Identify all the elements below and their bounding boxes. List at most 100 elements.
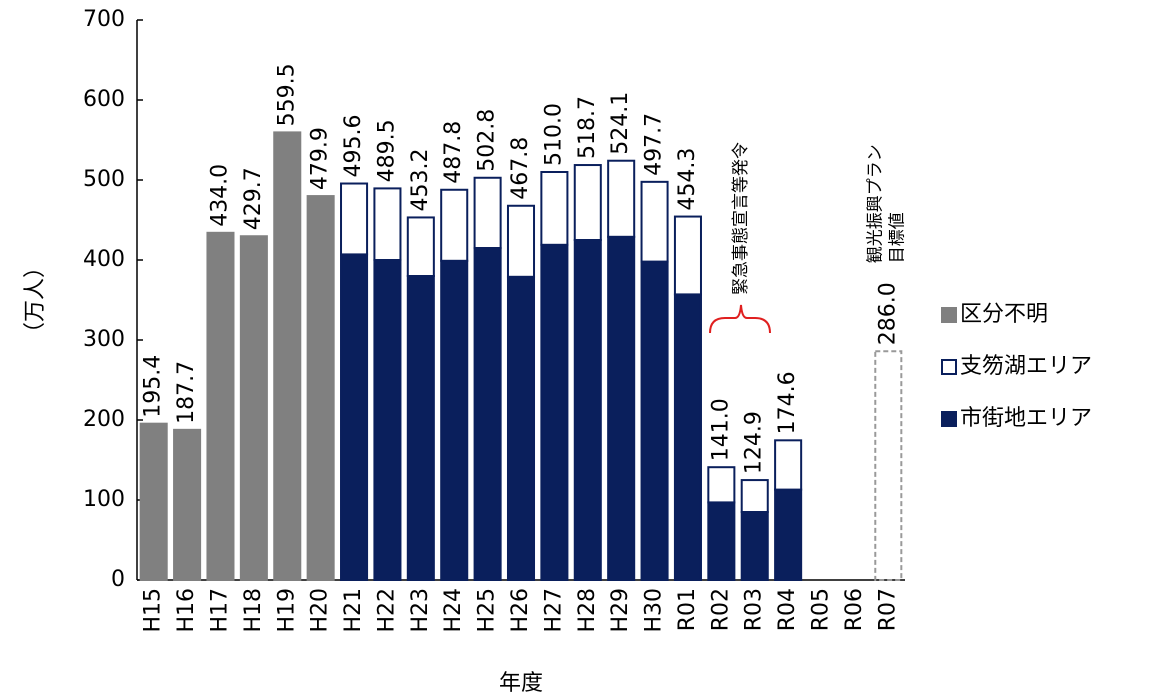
total-label: 467.8 [508, 137, 533, 200]
bar-segment [139, 422, 168, 581]
x-tick-label: H15 [141, 588, 166, 633]
x-tick-label: R06 [842, 588, 867, 631]
bar-segment [607, 159, 636, 238]
bar-segment [774, 488, 803, 582]
y-tick-label: 500 [83, 167, 125, 192]
bar-segment [273, 131, 302, 581]
bar-segment [173, 428, 202, 581]
legend-label: 区分不明 [960, 302, 1048, 327]
x-tick-label: H24 [441, 588, 466, 633]
bar-segment [774, 439, 803, 491]
annotation: 緊急事態宣言等発令 [731, 142, 751, 295]
x-tick-label: H29 [608, 588, 633, 633]
legend-marker [941, 411, 957, 427]
y-tick-label: 0 [111, 567, 125, 592]
total-label: 487.8 [441, 121, 466, 184]
x-tick-label: R05 [809, 588, 834, 631]
bar-segment [707, 466, 736, 504]
total-label: 559.5 [274, 63, 299, 126]
bar-segment [440, 188, 469, 262]
bar-segment [406, 216, 435, 278]
bar-segment [506, 204, 536, 278]
bar-segment [540, 243, 569, 582]
x-tick-label: H21 [341, 588, 366, 633]
total-label: 489.5 [374, 119, 399, 182]
x-tick-label: R04 [775, 588, 800, 631]
y-tick-label: 700 [83, 7, 125, 32]
bar-segment [540, 171, 569, 246]
bar-segment [473, 176, 502, 249]
bar-segment [673, 293, 702, 581]
total-label: 141.0 [708, 398, 733, 461]
x-tick-label: H17 [207, 588, 232, 633]
x-tick-label: H28 [575, 588, 600, 633]
x-tick-label: H20 [308, 588, 333, 633]
total-label: 124.9 [742, 411, 767, 474]
brace [709, 304, 771, 334]
bar-segment [607, 235, 636, 582]
bar-segment [640, 180, 669, 263]
bar-segment [340, 182, 369, 256]
y-axis-label: （万人） [23, 256, 48, 344]
x-tick-label: R07 [875, 588, 900, 631]
bar-segment [373, 187, 402, 261]
x-tick-label: H16 [174, 588, 199, 633]
y-tick-label: 100 [83, 487, 125, 512]
bar-segment [373, 259, 402, 581]
total-label: 524.1 [608, 92, 633, 155]
x-tick-label: H22 [374, 588, 399, 633]
total-label: 434.0 [207, 164, 232, 227]
total-label: 453.2 [408, 148, 433, 211]
target-label: 目標値 [887, 212, 907, 263]
bar-segment [740, 479, 769, 513]
legend-label: 市街地エリア [960, 406, 1092, 431]
x-tick-label: H19 [274, 588, 299, 633]
bar-segment [206, 231, 235, 582]
total-label: 497.7 [642, 113, 667, 176]
bar-segment [640, 260, 669, 581]
target-label: 観光振興プラン [865, 144, 885, 263]
bar-segment [306, 195, 335, 582]
bar-segment [406, 275, 435, 581]
x-tick-label: H23 [408, 588, 433, 633]
bar-segment [740, 511, 769, 581]
bar-segment [506, 275, 536, 581]
bar-segment [573, 164, 602, 241]
target-bar [874, 350, 903, 582]
bar-segment [340, 253, 369, 581]
x-tick-label: H26 [508, 588, 533, 633]
x-tick-label: H18 [241, 588, 266, 633]
bar-segment [473, 247, 502, 581]
x-tick-label: R01 [675, 588, 700, 631]
total-label: 479.9 [308, 127, 333, 190]
total-label: 174.6 [775, 371, 800, 434]
bar-segment [707, 501, 736, 581]
total-label: 429.7 [241, 167, 266, 230]
bar-segment [239, 235, 268, 582]
y-tick-label: 400 [83, 247, 125, 272]
y-tick-label: 300 [83, 327, 125, 352]
legend-marker [941, 359, 957, 375]
x-tick-label: H25 [475, 588, 500, 633]
target-value-label: 286.0 [875, 282, 900, 345]
x-axis-label: 年度 [499, 671, 543, 696]
x-tick-label: H27 [541, 588, 566, 633]
bar-segment [673, 215, 702, 296]
x-tick-label: R02 [708, 588, 733, 631]
y-tick-label: 600 [83, 87, 125, 112]
legend-label: 支笏湖エリア [960, 354, 1092, 379]
total-label: 454.3 [675, 148, 700, 211]
total-label: 518.7 [575, 96, 600, 159]
total-label: 495.6 [341, 115, 366, 178]
y-tick-label: 200 [83, 407, 125, 432]
total-label: 195.4 [141, 355, 166, 418]
x-tick-label: H30 [642, 588, 667, 633]
total-label: 187.7 [174, 361, 199, 424]
bar-segment [573, 239, 602, 581]
x-tick-label: R03 [742, 588, 767, 631]
total-label: 510.0 [541, 103, 566, 166]
bar-segment [440, 259, 469, 581]
total-label: 502.8 [475, 109, 500, 172]
legend-marker [941, 307, 957, 323]
